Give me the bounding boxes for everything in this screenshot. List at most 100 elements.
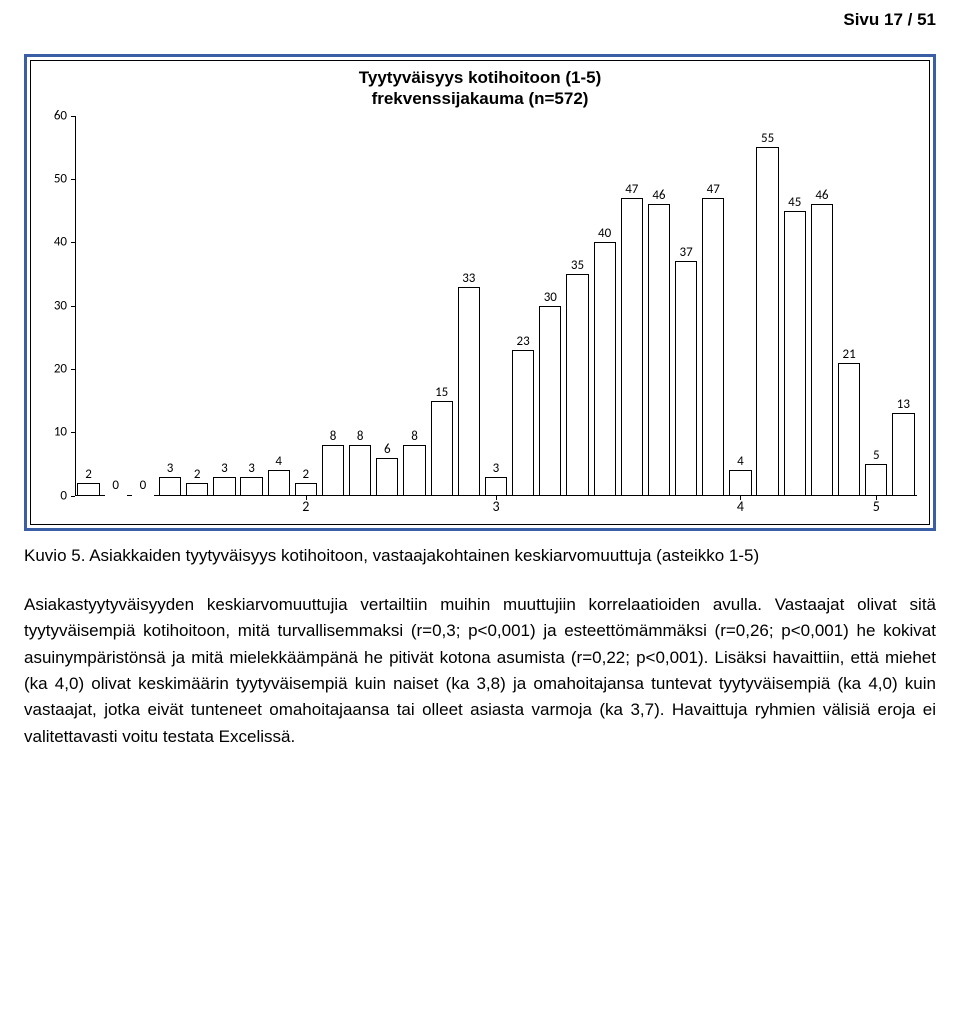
bar-value-label: 33 bbox=[459, 271, 479, 288]
bar-value-label: 23 bbox=[513, 334, 533, 351]
bar: 3 bbox=[159, 477, 181, 496]
bar-slot: 4 bbox=[265, 116, 292, 496]
bar-value-label: 46 bbox=[812, 188, 832, 205]
bar: 8 bbox=[322, 445, 344, 496]
bar: 4 bbox=[729, 470, 751, 495]
bar-slot: 3 bbox=[482, 116, 509, 496]
chart-inner: Tyytyväisyys kotihoitoon (1-5) frekvenss… bbox=[30, 60, 930, 525]
x-category-label: 4 bbox=[737, 498, 744, 515]
page: Sivu 17 / 51 Tyytyväisyys kotihoitoon (1… bbox=[0, 0, 960, 806]
page-total: 51 bbox=[917, 10, 936, 29]
bar-slot: 6 bbox=[374, 116, 401, 496]
bar: 47 bbox=[702, 198, 724, 496]
bar-value-label: 30 bbox=[540, 290, 560, 307]
x-tick bbox=[306, 496, 307, 500]
bar: 47 bbox=[621, 198, 643, 496]
x-category-label: 2 bbox=[302, 498, 309, 515]
x-category-label: 5 bbox=[873, 498, 880, 515]
bar-slot: 33 bbox=[455, 116, 482, 496]
bar: 3 bbox=[213, 477, 235, 496]
x-category-label: 3 bbox=[492, 498, 499, 515]
bar-value-label: 3 bbox=[160, 461, 180, 478]
y-tick bbox=[71, 369, 75, 370]
bar-slot: 35 bbox=[564, 116, 591, 496]
bar-value-label: 47 bbox=[622, 182, 642, 199]
bar: 6 bbox=[376, 458, 398, 496]
figure-caption: Kuvio 5. Asiakkaiden tyytyväisyys kotiho… bbox=[24, 543, 936, 569]
bar: 0 bbox=[132, 494, 154, 496]
page-header: Sivu 17 / 51 bbox=[0, 0, 960, 30]
bar-value-label: 8 bbox=[404, 429, 424, 446]
y-tick bbox=[71, 306, 75, 307]
bar-slot: 13 bbox=[890, 116, 917, 496]
bar-slot: 46 bbox=[645, 116, 672, 496]
bars-group: 2003233428868153332330354047463747455454… bbox=[75, 116, 917, 496]
y-tick bbox=[71, 116, 75, 117]
bar-slot: 8 bbox=[319, 116, 346, 496]
bar: 40 bbox=[594, 242, 616, 495]
bar: 8 bbox=[349, 445, 371, 496]
body-paragraph: Asiakastyytyväisyyden keskiarvomuuttujia… bbox=[24, 592, 936, 750]
bar-slot: 23 bbox=[510, 116, 537, 496]
chart-title-line1: Tyytyväisyys kotihoitoon (1-5) bbox=[31, 67, 929, 88]
bar: 0 bbox=[105, 494, 127, 496]
bar-value-label: 3 bbox=[241, 461, 261, 478]
bar: 13 bbox=[892, 413, 914, 495]
page-header-sep: / bbox=[903, 10, 917, 29]
bar: 21 bbox=[838, 363, 860, 496]
bar: 35 bbox=[566, 274, 588, 496]
bar-value-label: 4 bbox=[269, 454, 289, 471]
bar-slot: 2 bbox=[184, 116, 211, 496]
bar: 45 bbox=[784, 211, 806, 496]
bar-value-label: 55 bbox=[757, 131, 777, 148]
bar-slot: 55 bbox=[754, 116, 781, 496]
bar-value-label: 45 bbox=[785, 195, 805, 212]
bar-value-label: 5 bbox=[866, 448, 886, 465]
y-tick bbox=[71, 179, 75, 180]
bar: 33 bbox=[458, 287, 480, 496]
bar-value-label: 2 bbox=[78, 467, 98, 484]
y-tick bbox=[71, 432, 75, 433]
bar: 4 bbox=[268, 470, 290, 495]
bar-slot: 0 bbox=[102, 116, 129, 496]
bar-slot: 5 bbox=[863, 116, 890, 496]
bar: 2 bbox=[186, 483, 208, 496]
bar-value-label: 37 bbox=[676, 245, 696, 262]
bar-value-label: 21 bbox=[839, 347, 859, 364]
bar-slot: 46 bbox=[808, 116, 835, 496]
x-tick bbox=[496, 496, 497, 500]
bar-value-label: 40 bbox=[595, 226, 615, 243]
bar: 2 bbox=[77, 483, 99, 496]
bar: 37 bbox=[675, 261, 697, 495]
bar: 23 bbox=[512, 350, 534, 496]
bar-value-label: 6 bbox=[377, 442, 397, 459]
bar: 30 bbox=[539, 306, 561, 496]
bar-slot: 0 bbox=[129, 116, 156, 496]
bar: 2 bbox=[295, 483, 317, 496]
bar-value-label: 15 bbox=[432, 385, 452, 402]
bar: 8 bbox=[403, 445, 425, 496]
plot-area: 2003233428868153332330354047463747455454… bbox=[75, 116, 917, 496]
bar-value-label: 0 bbox=[133, 478, 153, 495]
bar-slot: 37 bbox=[673, 116, 700, 496]
bar-value-label: 35 bbox=[567, 258, 587, 275]
bar-value-label: 2 bbox=[187, 467, 207, 484]
bar-slot: 47 bbox=[700, 116, 727, 496]
bar: 15 bbox=[431, 401, 453, 496]
page-header-prefix: Sivu bbox=[843, 10, 884, 29]
bar-slot: 2 bbox=[75, 116, 102, 496]
x-tick bbox=[740, 496, 741, 500]
bar-value-label: 4 bbox=[730, 454, 750, 471]
bar-slot: 47 bbox=[618, 116, 645, 496]
bar-slot: 40 bbox=[591, 116, 618, 496]
bar-value-label: 2 bbox=[296, 467, 316, 484]
page-current: 17 bbox=[884, 10, 903, 29]
bar-value-label: 3 bbox=[486, 461, 506, 478]
bar: 3 bbox=[485, 477, 507, 496]
x-tick bbox=[876, 496, 877, 500]
bar-value-label: 8 bbox=[350, 429, 370, 446]
bar-slot: 8 bbox=[401, 116, 428, 496]
bar-value-label: 13 bbox=[893, 397, 913, 414]
bar-slot: 3 bbox=[156, 116, 183, 496]
bar-slot: 30 bbox=[537, 116, 564, 496]
